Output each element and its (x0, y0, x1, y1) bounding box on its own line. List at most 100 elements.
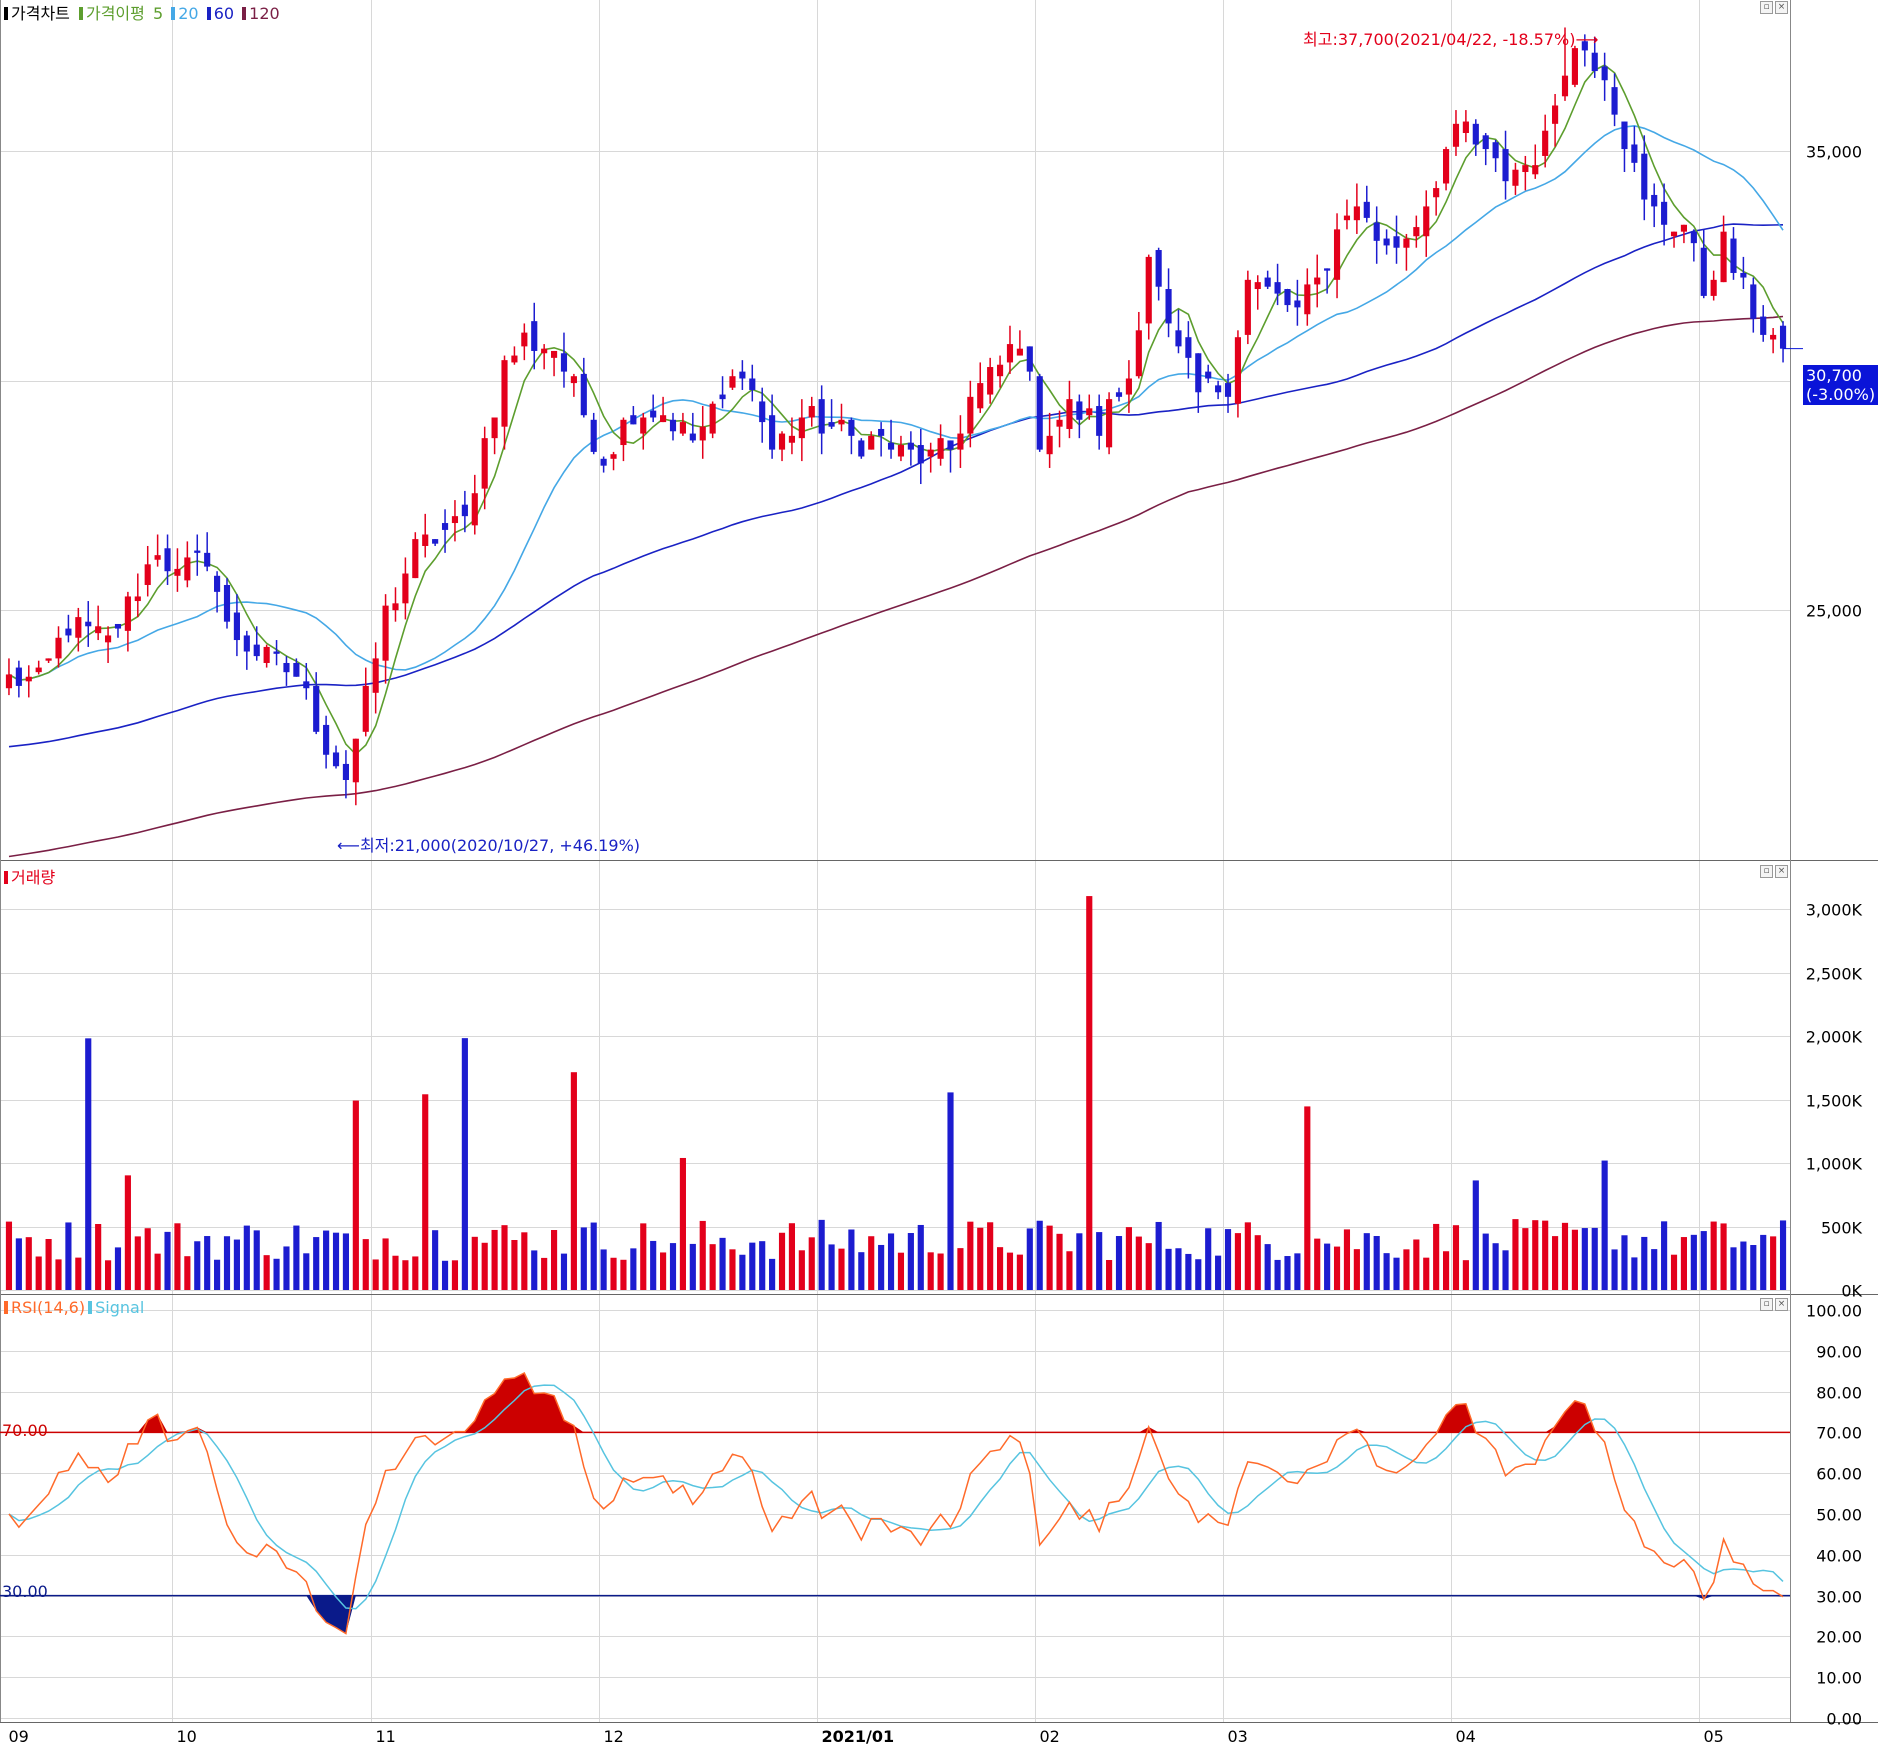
candle-body (1145, 256, 1152, 324)
candle-body (342, 763, 350, 780)
rsi-panel-minimize-button[interactable]: ▫ (1760, 1298, 1773, 1311)
volume-bar (412, 1256, 419, 1290)
volume-bar (1016, 1254, 1023, 1290)
volume-bar (848, 1229, 855, 1290)
volume-bar (531, 1250, 538, 1290)
candle-body (323, 724, 330, 755)
volume-panel-close-button[interactable]: × (1775, 865, 1788, 878)
volume-bar (362, 1239, 369, 1290)
candle-body (1621, 121, 1628, 150)
candle-body (164, 548, 171, 572)
candle-body (1690, 231, 1697, 244)
candle-body (1571, 48, 1578, 85)
candle-body (1096, 406, 1103, 436)
volume-bar (273, 1258, 280, 1290)
volume-bar (650, 1240, 657, 1290)
volume-bar (957, 1248, 964, 1290)
rsi-tick-label: 0.00 (1826, 1710, 1862, 1729)
candle-body (729, 376, 736, 388)
price-panel-close-button[interactable]: × (1775, 1, 1788, 14)
volume-bar (818, 1219, 825, 1290)
volume-bar (1472, 1180, 1479, 1290)
volume-bar (858, 1252, 865, 1290)
volume-bar (1492, 1243, 1499, 1290)
rsi-tick-label: 10.00 (1816, 1669, 1862, 1688)
candle-body (1512, 169, 1519, 186)
volume-bar (937, 1253, 944, 1290)
volume-bar (1036, 1220, 1043, 1290)
volume-bar (164, 1231, 171, 1290)
candle-body (174, 568, 181, 576)
volume-bar (798, 1250, 805, 1290)
price-panel-minimize-button[interactable]: ▫ (1760, 1, 1773, 14)
candle-body (501, 360, 508, 427)
volume-bar (907, 1233, 914, 1290)
volume-bar (1433, 1223, 1440, 1290)
volume-bar (600, 1249, 607, 1290)
volume-panel-minimize-button[interactable]: ▫ (1760, 865, 1773, 878)
volume-bar (759, 1241, 766, 1290)
volume-bar (669, 1243, 677, 1290)
candle-body (441, 523, 449, 530)
volume-bar (521, 1232, 528, 1290)
candle-body (1284, 289, 1291, 306)
rsi-oversold-fill (306, 1595, 1784, 1634)
volume-bar (1175, 1248, 1182, 1290)
volume-bar (1670, 1254, 1678, 1290)
candle-body (5, 674, 13, 689)
volume-bar (243, 1225, 250, 1290)
volume-bar (1720, 1223, 1727, 1290)
volume-bar (1423, 1257, 1430, 1290)
candle-body (471, 493, 478, 526)
rsi-panel-close-button[interactable]: × (1775, 1298, 1788, 1311)
candle-body (85, 621, 92, 627)
candle-body (134, 596, 141, 602)
volume-bar (967, 1221, 974, 1290)
candle-body (600, 458, 607, 466)
volume-bar (1512, 1219, 1519, 1290)
volume-bar (729, 1249, 736, 1290)
volume-bar (570, 1072, 577, 1290)
candle-body (1492, 142, 1499, 159)
volume-bar (134, 1236, 141, 1290)
volume-bar (75, 1257, 82, 1290)
candlesticks (5, 27, 1787, 806)
volume-bar (1740, 1241, 1747, 1290)
volume-bars (5, 896, 1787, 1290)
volume-bar (1304, 1106, 1311, 1290)
volume-bar (1571, 1229, 1578, 1290)
volume-bar (1046, 1225, 1053, 1290)
candle-body (1195, 353, 1202, 393)
volume-bar (878, 1244, 885, 1290)
candle-body (828, 422, 835, 427)
candle-body (263, 646, 270, 663)
rsi-overbought-fill (137, 1373, 1605, 1433)
candle-body (1383, 238, 1390, 246)
candle-body (1452, 123, 1460, 147)
rsi-tick-label: 20.00 (1816, 1628, 1862, 1647)
volume-bar (1779, 1220, 1787, 1290)
volume-bar (580, 1227, 587, 1290)
volume-bar (679, 1157, 686, 1290)
candle-body (580, 373, 587, 416)
candle-body (332, 752, 340, 767)
candle-body (798, 417, 805, 439)
candle-body (1393, 236, 1400, 248)
ma5-legend: 5 (152, 4, 164, 23)
candle-body (1076, 401, 1083, 420)
ma-legend-label: 가격이평 (85, 4, 145, 23)
candle-body (55, 637, 62, 659)
volume-bar (1363, 1233, 1370, 1290)
candle-body (550, 350, 558, 358)
volume-bar (977, 1227, 984, 1290)
volume-bar (293, 1225, 300, 1290)
rsi-tick-label: 30.00 (1816, 1588, 1862, 1607)
volume-bar (709, 1244, 716, 1290)
candle-body (640, 417, 647, 434)
candle-body (273, 651, 280, 654)
candle-body (144, 564, 151, 585)
volume-bar (471, 1236, 478, 1290)
candle-body (402, 573, 409, 604)
